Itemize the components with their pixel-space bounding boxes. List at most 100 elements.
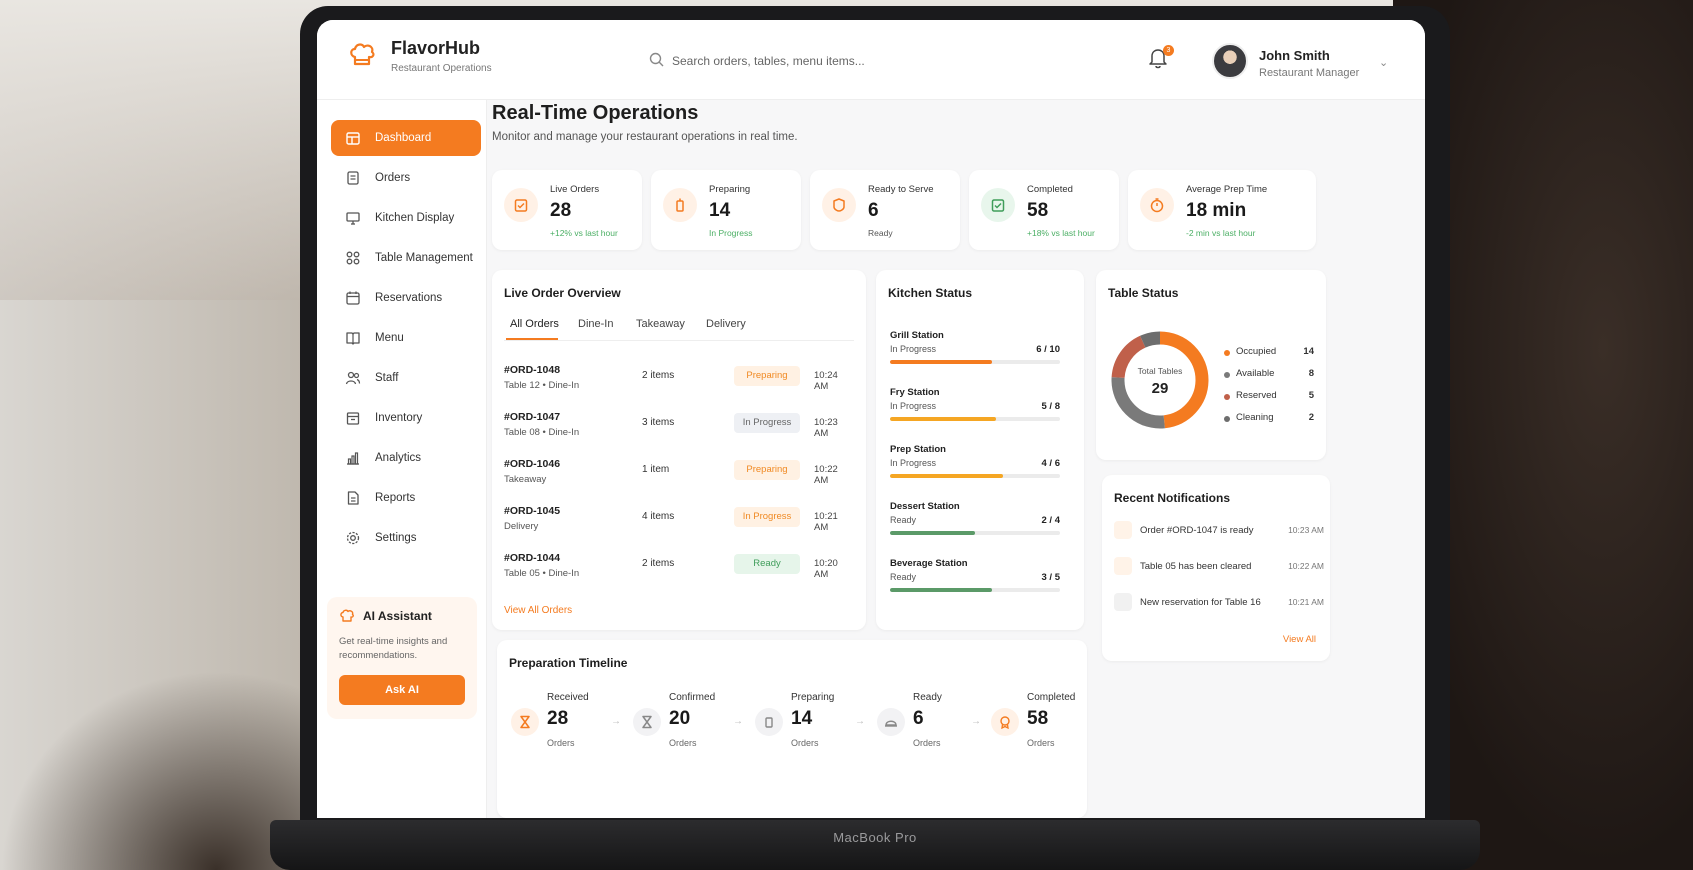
- list-item[interactable]: Table 05 has been cleared 10:22 AM: [1114, 557, 1324, 579]
- tab-all-orders[interactable]: All Orders: [510, 318, 559, 330]
- station-name: Dessert Station: [890, 501, 960, 512]
- station-name: Beverage Station: [890, 558, 968, 569]
- stat-note: +12% vs last hour: [550, 228, 618, 238]
- progress-track: [890, 531, 1060, 535]
- timeline-step-completed: Completed 58 Orders: [991, 688, 1113, 760]
- cloche-icon: [1114, 521, 1132, 539]
- stat-note: +18% vs last hour: [1027, 228, 1095, 238]
- kitchen-station[interactable]: Fry Station In Progress 5 / 8: [890, 387, 1060, 437]
- user-name[interactable]: John Smith: [1259, 48, 1330, 63]
- timeline-step-preparing: Preparing 14 Orders: [755, 688, 877, 760]
- laptop-brand-label: MacBook Pro: [833, 830, 917, 845]
- table-row[interactable]: #ORD-1047 Table 08 • Dine-In 3 items In …: [504, 405, 854, 451]
- chevron-down-icon[interactable]: ⌄: [1379, 57, 1389, 69]
- order-time: 10:20 AM: [814, 558, 838, 580]
- sidebar: Dashboard Orders Kitchen Display Table M…: [317, 100, 487, 818]
- sidebar-item-dashboard[interactable]: Dashboard: [331, 120, 481, 156]
- search-icon: [649, 52, 664, 67]
- avatar[interactable]: [1212, 43, 1248, 79]
- timeline-unit: Orders: [669, 738, 697, 748]
- table-row[interactable]: #ORD-1045 Delivery 4 items In Progress 1…: [504, 499, 854, 545]
- legend-dot: [1224, 394, 1230, 400]
- order-source: Table 12 • Dine-In: [504, 380, 580, 391]
- timeline-value: 58: [1027, 708, 1049, 729]
- ask-ai-button[interactable]: Ask AI: [339, 675, 465, 705]
- cloche-icon: [885, 720, 897, 727]
- order-time: 10:21 AM: [814, 511, 838, 533]
- order-time: 10:24 AM: [814, 370, 838, 392]
- list-item[interactable]: Order #ORD-1047 is ready 10:23 AM: [1114, 521, 1324, 543]
- kitchen-station[interactable]: Prep Station In Progress 4 / 6: [890, 444, 1060, 494]
- order-id: #ORD-1046: [504, 458, 561, 470]
- stat-note: In Progress: [709, 228, 753, 238]
- sidebar-item-label: Table Management: [375, 252, 473, 264]
- timeline-step-ready: Ready 6 Orders: [877, 688, 999, 760]
- stat-icon-bg: [822, 188, 856, 222]
- clipboard-icon: [514, 199, 528, 212]
- bell-icon[interactable]: [1147, 46, 1169, 70]
- stat-card-live-orders[interactable]: Live Orders 28 +12% vs last hour: [492, 170, 642, 250]
- sidebar-item-label: Staff: [375, 372, 399, 384]
- recent-notifications-card: Recent Notifications Order #ORD-1047 is …: [1102, 475, 1330, 661]
- file-icon: [347, 491, 359, 505]
- sidebar-item-settings[interactable]: Settings: [331, 520, 481, 556]
- kitchen-station[interactable]: Dessert Station Ready 2 / 4: [890, 501, 1060, 551]
- sidebar-item-orders[interactable]: Orders: [331, 160, 481, 196]
- app-screen: FlavorHub Restaurant Operations 3 John S…: [317, 20, 1425, 818]
- list-item[interactable]: New reservation for Table 16 10:21 AM: [1114, 593, 1324, 615]
- station-count: 6 / 10: [1036, 344, 1060, 355]
- order-items: 2 items: [642, 370, 675, 381]
- stat-card-ready-to-serve[interactable]: Ready to Serve 6 Ready: [810, 170, 960, 250]
- view-all-notifications-link[interactable]: View All: [1282, 634, 1316, 645]
- table-row[interactable]: #ORD-1048 Table 12 • Dine-In 2 items Pre…: [504, 358, 854, 404]
- order-items: 3 items: [642, 417, 675, 428]
- tab-dine-in[interactable]: Dine-In: [578, 318, 614, 330]
- station-count: 3 / 5: [1041, 572, 1061, 583]
- search-bar[interactable]: [642, 45, 1072, 77]
- sidebar-item-reservations[interactable]: Reservations: [331, 280, 481, 316]
- timeline-icon-bg: [755, 708, 783, 736]
- page-subtitle: Monitor and manage your restaurant opera…: [492, 131, 798, 143]
- table-row[interactable]: #ORD-1044 Table 05 • Dine-In 2 items Rea…: [504, 546, 854, 592]
- table-icon: [1114, 557, 1132, 575]
- sidebar-item-kitchen-display[interactable]: Kitchen Display: [331, 200, 481, 236]
- sidebar-item-table-management[interactable]: Table Management: [331, 240, 481, 276]
- search-input[interactable]: [672, 45, 1072, 77]
- hourglass-icon: [642, 715, 652, 729]
- timeline-value: 6: [913, 708, 924, 729]
- timeline-icon-bg: [877, 708, 905, 736]
- stat-card-average-prep-time[interactable]: Average Prep Time 18 min -2 min vs last …: [1128, 170, 1316, 250]
- tab-takeaway[interactable]: Takeaway: [636, 318, 685, 330]
- ai-assistant-title: AI Assistant: [363, 609, 432, 623]
- sidebar-item-analytics[interactable]: Analytics: [331, 440, 481, 476]
- order-source: Takeaway: [504, 474, 547, 485]
- stat-card-completed[interactable]: Completed 58 +18% vs last hour: [969, 170, 1119, 250]
- sidebar-item-staff[interactable]: Staff: [331, 360, 481, 396]
- donut-slice-available[interactable]: [1111, 331, 1209, 429]
- kitchen-station[interactable]: Grill Station In Progress 6 / 10: [890, 330, 1060, 380]
- sidebar-item-inventory[interactable]: Inventory: [331, 400, 481, 436]
- view-all-orders-link[interactable]: View All Orders: [504, 605, 573, 616]
- users-icon: [345, 371, 361, 385]
- notification-time: 10:21 AM: [1288, 597, 1324, 607]
- timeline-unit: Orders: [1027, 738, 1055, 748]
- status-badge: Preparing: [734, 460, 800, 480]
- stat-card-preparing[interactable]: Preparing 14 In Progress: [651, 170, 801, 250]
- progress-track: [890, 417, 1060, 421]
- timeline-step-confirmed: Confirmed 20 Orders: [633, 688, 755, 760]
- donut-slice-cleaning[interactable]: [1111, 331, 1209, 429]
- sidebar-item-menu[interactable]: Menu: [331, 320, 481, 356]
- legend-value: 8: [1308, 368, 1314, 379]
- timeline-step-received: Received 28 Orders: [511, 688, 633, 760]
- tab-delivery[interactable]: Delivery: [706, 318, 746, 330]
- sidebar-item-reports[interactable]: Reports: [331, 480, 481, 516]
- card-title: Table Status: [1108, 286, 1179, 300]
- legend-label: Available: [1236, 368, 1275, 379]
- progress-track: [890, 474, 1060, 478]
- timeline-label: Completed: [1027, 692, 1076, 703]
- kitchen-station[interactable]: Beverage Station Ready 3 / 5: [890, 558, 1060, 608]
- table-row[interactable]: #ORD-1046 Takeaway 1 item Preparing 10:2…: [504, 452, 854, 498]
- stat-value: 6: [868, 200, 879, 221]
- gear-icon: [346, 531, 360, 545]
- progress-fill: [890, 588, 992, 592]
